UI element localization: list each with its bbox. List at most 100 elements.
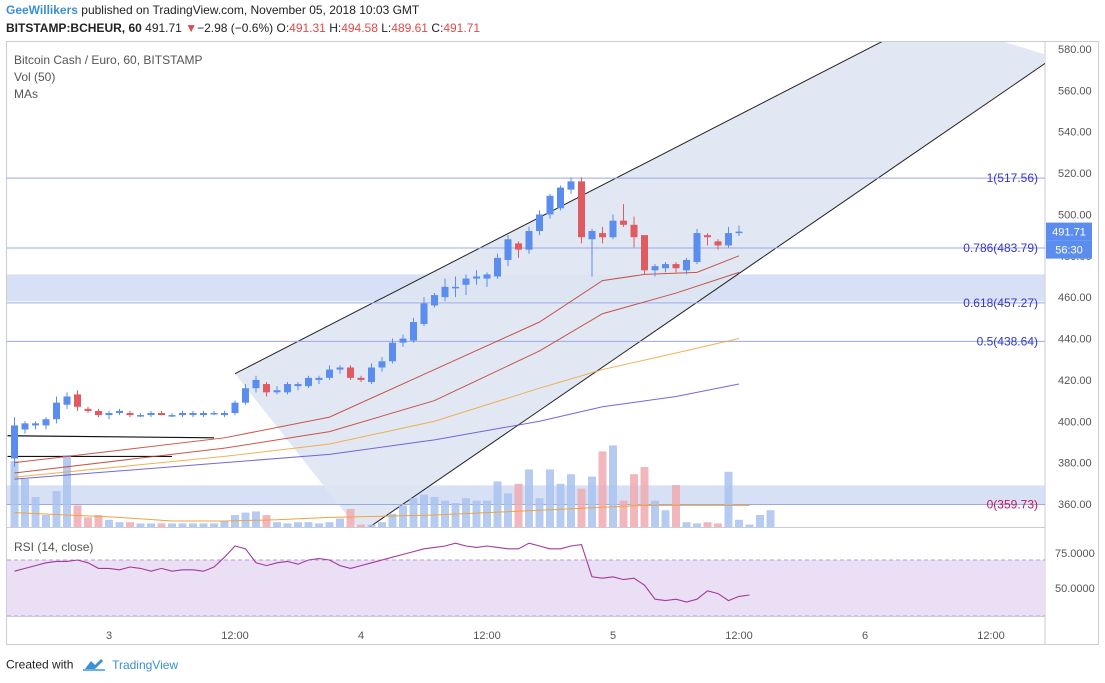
vol-legend[interactable]: Vol (50) xyxy=(14,70,56,84)
x-tick-label: 12:00 xyxy=(473,630,501,642)
x-tick-label: 12:00 xyxy=(977,630,1005,642)
candle-body xyxy=(11,425,18,459)
volume-bar xyxy=(472,500,481,527)
rsi-legend[interactable]: RSI (14, close) xyxy=(14,540,94,554)
candle-body xyxy=(651,266,659,271)
volume-bar xyxy=(766,510,775,527)
fib-label: 1(517.56) xyxy=(987,171,1038,185)
volume-bar xyxy=(483,500,491,527)
volume-bar xyxy=(336,518,344,527)
y-tick-label: 440.00 xyxy=(1058,334,1092,346)
candle-body xyxy=(315,377,323,380)
volume-bar xyxy=(31,497,40,527)
volume-bar xyxy=(693,523,701,527)
price-label-bg xyxy=(1046,222,1092,241)
publish-line: GeeWillikers published on TradingView.co… xyxy=(6,3,419,17)
x-tick-label: 4 xyxy=(358,630,364,642)
candle-body xyxy=(620,220,627,225)
candle-body xyxy=(179,413,186,416)
created-with-label: Created with xyxy=(6,657,74,672)
volume-bar xyxy=(63,455,71,527)
fib-label: 0(359.73) xyxy=(987,498,1038,512)
candle-body xyxy=(21,423,29,430)
candle-body xyxy=(683,259,690,271)
rsi-tick-label: 75.0000 xyxy=(1055,548,1095,560)
volume-bar xyxy=(703,522,712,527)
candle-body xyxy=(368,367,375,382)
volume-bar xyxy=(451,503,460,527)
volume-bar xyxy=(126,522,134,527)
x-tick-label: 6 xyxy=(862,630,868,642)
channel-lower-line[interactable] xyxy=(361,57,1054,533)
candle-body xyxy=(389,342,396,362)
volume-bar xyxy=(682,522,691,527)
candle-body xyxy=(452,286,459,289)
candle-body xyxy=(609,220,617,238)
volume-bar xyxy=(630,474,638,527)
candle-body xyxy=(284,384,291,393)
rsi-tick-label: 50.0000 xyxy=(1055,583,1095,595)
candle-body xyxy=(399,338,407,343)
candle-body xyxy=(231,402,239,413)
footer: Created with TradingView xyxy=(6,657,178,674)
candle-body xyxy=(263,384,270,393)
tradingview-brand-link[interactable]: TradingView xyxy=(112,657,179,672)
candle-body xyxy=(662,264,669,269)
y-tick-label: 560.00 xyxy=(1058,85,1092,97)
chart-frame xyxy=(6,41,1099,645)
low-value: 489.61 xyxy=(391,21,428,35)
volume-bar xyxy=(115,522,124,527)
volume-bar xyxy=(756,515,764,527)
tradingview-logo-icon xyxy=(82,657,105,674)
volume-bar xyxy=(73,505,82,527)
candle-body xyxy=(599,233,606,238)
volume-bar xyxy=(84,517,92,527)
volume-bar xyxy=(672,485,680,527)
ma-fast-line xyxy=(14,255,740,464)
volume-bar xyxy=(189,523,197,527)
volume-bar xyxy=(441,500,449,527)
volume-bar xyxy=(241,512,250,527)
high-value: 494.58 xyxy=(341,21,378,35)
volume-bar xyxy=(640,467,649,527)
volume-bar xyxy=(157,523,166,527)
volume-bar xyxy=(262,515,271,527)
candle-body xyxy=(630,224,638,238)
volume-bar xyxy=(346,509,355,527)
volume-bar xyxy=(567,474,575,527)
volume-bar xyxy=(430,497,439,527)
candle-body xyxy=(714,241,722,246)
candle-body xyxy=(74,394,81,407)
candle-body xyxy=(137,415,144,417)
mas-legend[interactable]: MAs xyxy=(14,87,38,101)
candle-body xyxy=(578,181,585,238)
volume-bar xyxy=(94,515,103,527)
volume-bar xyxy=(735,519,743,527)
volume-bar xyxy=(10,461,19,527)
volume-bar xyxy=(178,523,187,527)
volume-bar xyxy=(588,476,596,527)
author-link[interactable]: GeeWillikers xyxy=(6,3,78,17)
volume-bar xyxy=(535,498,544,527)
y-tick-label: 400.00 xyxy=(1058,416,1092,428)
volume-bar xyxy=(420,494,428,527)
x-tick-label: 5 xyxy=(610,630,616,642)
channel-fill xyxy=(235,42,1045,527)
y-tick-label: 540.00 xyxy=(1058,127,1092,139)
candle-body xyxy=(494,257,501,277)
volume-bar xyxy=(220,521,229,527)
ohlc-line: BITSTAMP:BCHEUR, 60 491.71 ▼−2.98 (−0.6%… xyxy=(6,21,480,35)
volume-bar xyxy=(388,513,397,527)
fib-label: 0.618(457.27) xyxy=(963,296,1038,310)
candle-body xyxy=(252,379,260,389)
candle-body xyxy=(126,413,134,416)
y-tick-label: 520.00 xyxy=(1058,168,1092,180)
candle-body xyxy=(210,413,218,415)
candle-body xyxy=(588,231,596,240)
candle-body xyxy=(200,413,207,416)
volume-bar xyxy=(283,523,292,527)
candle-body xyxy=(42,419,50,426)
volume-bar xyxy=(136,523,145,527)
y-tick-label: 500.00 xyxy=(1058,209,1092,221)
